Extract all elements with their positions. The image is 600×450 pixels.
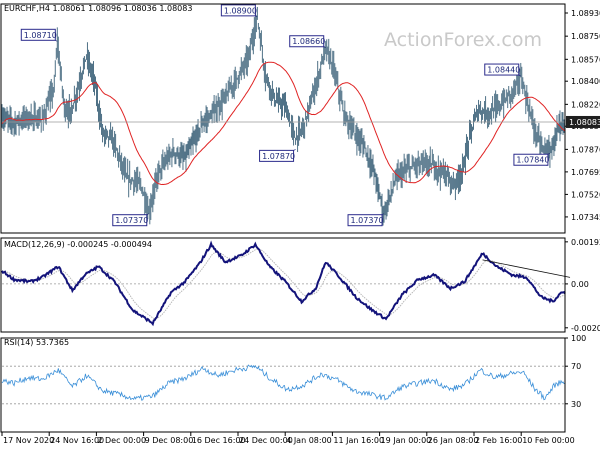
x-tick-label: 4 Jan 08:00 — [286, 436, 332, 445]
chart-frame — [0, 3, 566, 433]
annotation-box — [20, 28, 56, 41]
rsi-tick-label: 30 — [571, 400, 581, 409]
x-tick-label: 26 Jan 08:00 — [428, 436, 479, 445]
price-tick-label: 1.08220 — [571, 100, 600, 109]
x-tick-label: 17 Nov 2020 — [3, 436, 54, 445]
annotation-label: 1.08900 — [224, 6, 257, 15]
rsi-tick-label: 70 — [571, 362, 581, 371]
macd-tick-label: 0.001924 — [571, 238, 600, 247]
annotation-label: 1.07370 — [351, 216, 384, 225]
annotation-label: 1.08440 — [487, 66, 520, 75]
panel-border — [0, 237, 566, 333]
macd-tick-label: 0.00 — [571, 280, 589, 289]
price-panel: 1.08930 1.08750 1.08570 1.08400 1.08220 1.080… — [1, 4, 600, 227]
panel-border — [0, 3, 566, 234]
current-price-box — [566, 115, 600, 128]
x-tick-label: 16 Dec 16:00 — [192, 436, 246, 445]
current-price-label: 1.08083 — [569, 118, 600, 127]
x-tick-label: 2 Feb 16:00 — [475, 436, 522, 445]
x-tick-label: 9 Dec 08:00 — [145, 436, 194, 445]
macd-tick-label: -0.002008 — [571, 324, 600, 333]
price-tick-label: 1.07520 — [571, 190, 600, 199]
chart-watermark: ActionForex.com — [384, 29, 542, 51]
price-header: EURCHF,H4 1.08061 1.08096 1.08036 1.0808… — [4, 4, 192, 13]
macd-header: MACD(12,26,9) -0.000245 -0.000494 — [4, 240, 152, 249]
x-tick-label: 19 Jan 00:00 — [381, 436, 432, 445]
annotation-label: 1.07840 — [516, 156, 549, 165]
x-tick-label: 24 Dec 00:00 — [239, 436, 293, 445]
moving-average-line — [1, 61, 566, 186]
annotation-label: 1.07870 — [262, 152, 295, 161]
annotation-box — [513, 153, 549, 166]
rsi-tick-label: 100 — [571, 334, 586, 343]
rsi-line — [1, 364, 566, 401]
x-tick-label: 11 Jan 16:00 — [333, 436, 384, 445]
annotation-label: 1.08710 — [24, 31, 57, 40]
price-tick-label: 1.08400 — [571, 77, 600, 86]
x-tick-label: 10 Feb 00:00 — [522, 436, 574, 445]
x-tick-label: 2 Dec 00:00 — [97, 436, 146, 445]
annotation-label: 1.07370 — [115, 216, 148, 225]
annotation-label: 1.08660 — [292, 37, 325, 46]
annotation-box — [259, 149, 295, 162]
macd-line — [1, 240, 566, 327]
x-tick-label: 24 Nov 16:00 — [50, 436, 104, 445]
annotation-box — [289, 35, 325, 48]
annotation-box — [112, 214, 148, 227]
price-tick-label: 1.08750 — [571, 32, 600, 41]
price-tick-label: 1.07345 — [571, 213, 600, 222]
macd-trendline — [482, 259, 571, 278]
price-tick-label: 1.08930 — [571, 9, 600, 18]
macd-signal-line — [1, 248, 566, 319]
rsi-header: RSI(14) 53.7365 — [4, 338, 69, 347]
annotation-box — [220, 4, 256, 17]
annotation-box — [484, 63, 520, 76]
macd-panel: 0.001924 0.00 -0.002008 — [1, 238, 600, 333]
price-tick-label: 1.07870 — [571, 145, 600, 154]
price-tick-label: 1.08570 — [571, 55, 600, 64]
price-tick-label: 1.07695 — [571, 168, 600, 177]
panel-border — [0, 337, 566, 433]
rsi-panel: 100 70 30 — [1, 334, 586, 409]
annotation-box — [347, 214, 383, 227]
